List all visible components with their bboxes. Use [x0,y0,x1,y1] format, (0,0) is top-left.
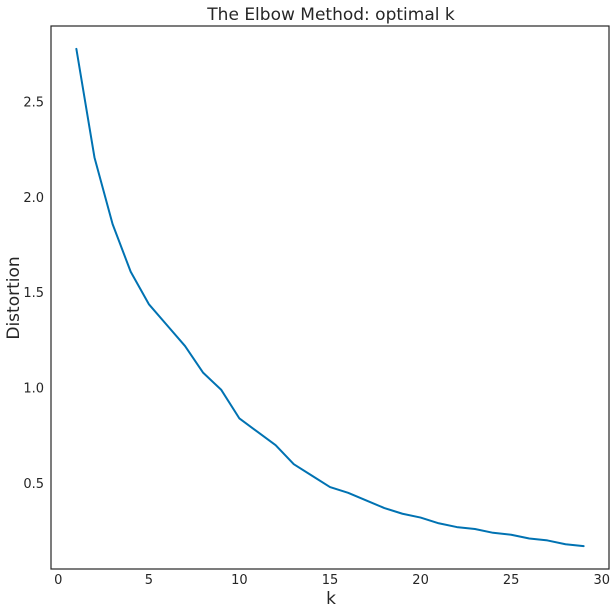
x-tick-label: 30 [593,573,610,588]
x-tick-label: 0 [54,573,62,588]
x-tick-label: 15 [322,573,339,588]
x-tick-label: 5 [145,573,153,588]
y-tick-label: 1.0 [23,382,44,397]
chart-title: The Elbow Method: optimal k [206,5,455,25]
x-axis-label: k [326,589,336,609]
y-tick-label: 2.0 [23,191,44,206]
distortion-line [75,47,585,548]
y-tick-label: 0.5 [23,477,44,492]
plot-area: 0 5 10 15 20 25 30 0.5 1.0 1.5 2.0 2.5 [23,25,610,588]
y-tick-label: 2.5 [23,96,44,111]
y-tick-label: 1.5 [23,286,44,301]
plot-frame [50,25,610,570]
x-tick-label: 10 [231,573,248,588]
x-tick-label: 20 [412,573,429,588]
x-tick-label: 25 [503,573,520,588]
y-axis-label: Distortion [4,256,24,339]
